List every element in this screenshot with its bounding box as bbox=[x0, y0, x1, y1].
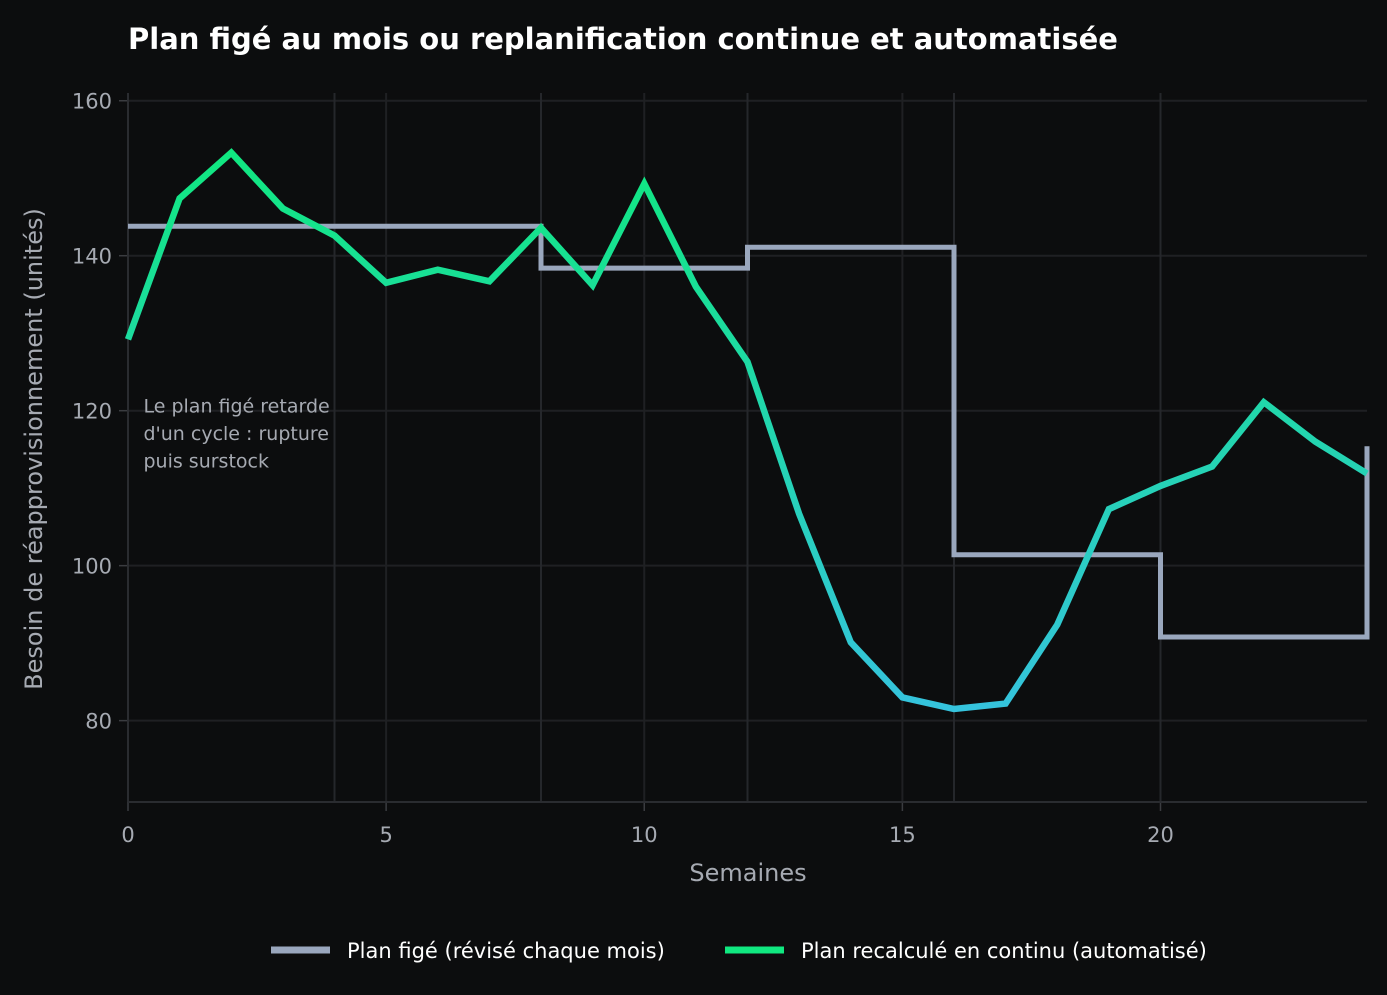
legend-label: Plan figé (révisé chaque mois) bbox=[347, 939, 665, 963]
x-tick-label: 10 bbox=[631, 823, 658, 847]
annotation-line: Le plan figé retarde bbox=[143, 396, 329, 418]
axes: 80 100 120 140 160 0 5 10 15 20 bbox=[72, 90, 1367, 847]
series bbox=[124, 148, 1370, 713]
annotation-line: d'un cycle : rupture bbox=[143, 423, 328, 445]
x-tick-label: 15 bbox=[889, 823, 916, 847]
legend: Plan figé (révisé chaque mois) Plan recal… bbox=[271, 939, 1207, 963]
y-axis-label: Besoin de réapprovisionnement (unités) bbox=[20, 208, 48, 690]
x-tick-label: 0 bbox=[121, 823, 134, 847]
series-line-frozen-plan bbox=[128, 223, 1370, 640]
y-tick-label: 100 bbox=[72, 555, 112, 579]
y-tick-label: 120 bbox=[72, 400, 112, 424]
annotation: Le plan figé retarde d'un cycle : rupture… bbox=[143, 396, 329, 473]
series-line-continuous-plan bbox=[124, 148, 1369, 713]
x-tick-label: 5 bbox=[379, 823, 392, 847]
annotation-line: puis surstock bbox=[143, 451, 268, 473]
chart-title: Plan figé au mois ou replanification con… bbox=[128, 22, 1118, 56]
y-tick-label: 80 bbox=[85, 710, 112, 734]
y-tick-label: 140 bbox=[72, 245, 112, 269]
x-tick-label: 20 bbox=[1147, 823, 1174, 847]
vertical-markers bbox=[333, 93, 1162, 802]
y-tick-label: 160 bbox=[72, 90, 112, 114]
x-axis-label: Semaines bbox=[689, 859, 806, 887]
legend-label: Plan recalculé en continu (automatisé) bbox=[801, 939, 1207, 963]
